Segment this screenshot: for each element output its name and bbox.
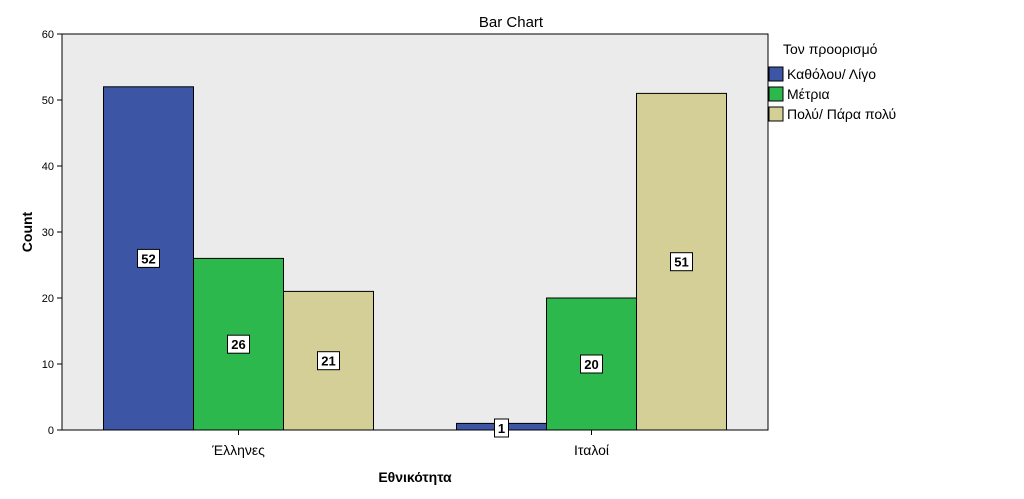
data-label-value: 26 <box>231 337 245 352</box>
y-tick-label: 10 <box>42 359 54 371</box>
y-tick-label: 40 <box>42 161 54 173</box>
y-tick-label: 50 <box>42 95 54 107</box>
data-label-value: 1 <box>498 421 505 436</box>
data-label-box <box>494 418 509 438</box>
x-tick-label: Ιταλοί <box>574 442 609 458</box>
data-label: 51 <box>670 252 693 272</box>
data-labels: 52 26 21 1 20 51 <box>137 248 693 438</box>
y-axis: 0 10 20 30 40 50 60 <box>42 29 62 437</box>
data-label: 1 <box>494 418 509 438</box>
data-label-box <box>137 248 160 268</box>
y-tick-label: 20 <box>42 293 54 305</box>
legend-swatch <box>768 106 784 122</box>
data-label-value: 52 <box>141 251 155 266</box>
data-label: 21 <box>317 351 340 371</box>
legend-item: Μέτρια <box>768 86 830 102</box>
data-label: 20 <box>580 354 603 374</box>
legend: Τον προορισμό Καθόλου/ Λίγο Μέτρια Πολύ/ Π… <box>768 41 896 122</box>
legend-title: Τον προορισμό <box>783 41 878 57</box>
x-tick-label: Έλληνες <box>211 442 265 458</box>
data-label-value: 51 <box>674 255 688 270</box>
y-tick-label: 30 <box>42 227 54 239</box>
legend-label: Πολύ/ Πάρα πολύ <box>787 106 896 122</box>
legend-label: Καθόλου/ Λίγο <box>787 66 876 82</box>
data-label: 52 <box>137 248 160 268</box>
data-label-box <box>580 354 603 374</box>
y-tick-label: 60 <box>42 29 54 41</box>
chart-title: Bar Chart <box>479 14 544 31</box>
y-axis-label: Count <box>19 211 35 252</box>
data-label-box <box>670 252 693 272</box>
legend-item: Πολύ/ Πάρα πολύ <box>768 106 896 122</box>
legend-swatch <box>768 66 784 82</box>
data-label-value: 21 <box>321 354 335 369</box>
y-tick-label: 0 <box>48 425 54 437</box>
legend-swatch <box>768 86 784 102</box>
x-axis: Έλληνες Ιταλοί <box>211 430 609 458</box>
data-label-box <box>317 351 340 371</box>
legend-item: Καθόλου/ Λίγο <box>768 66 876 82</box>
legend-label: Μέτρια <box>787 86 830 102</box>
data-label: 26 <box>227 334 250 354</box>
x-axis-label: Εθνικότητα <box>378 469 452 485</box>
data-label-box <box>227 334 250 354</box>
data-label-value: 20 <box>584 357 598 372</box>
